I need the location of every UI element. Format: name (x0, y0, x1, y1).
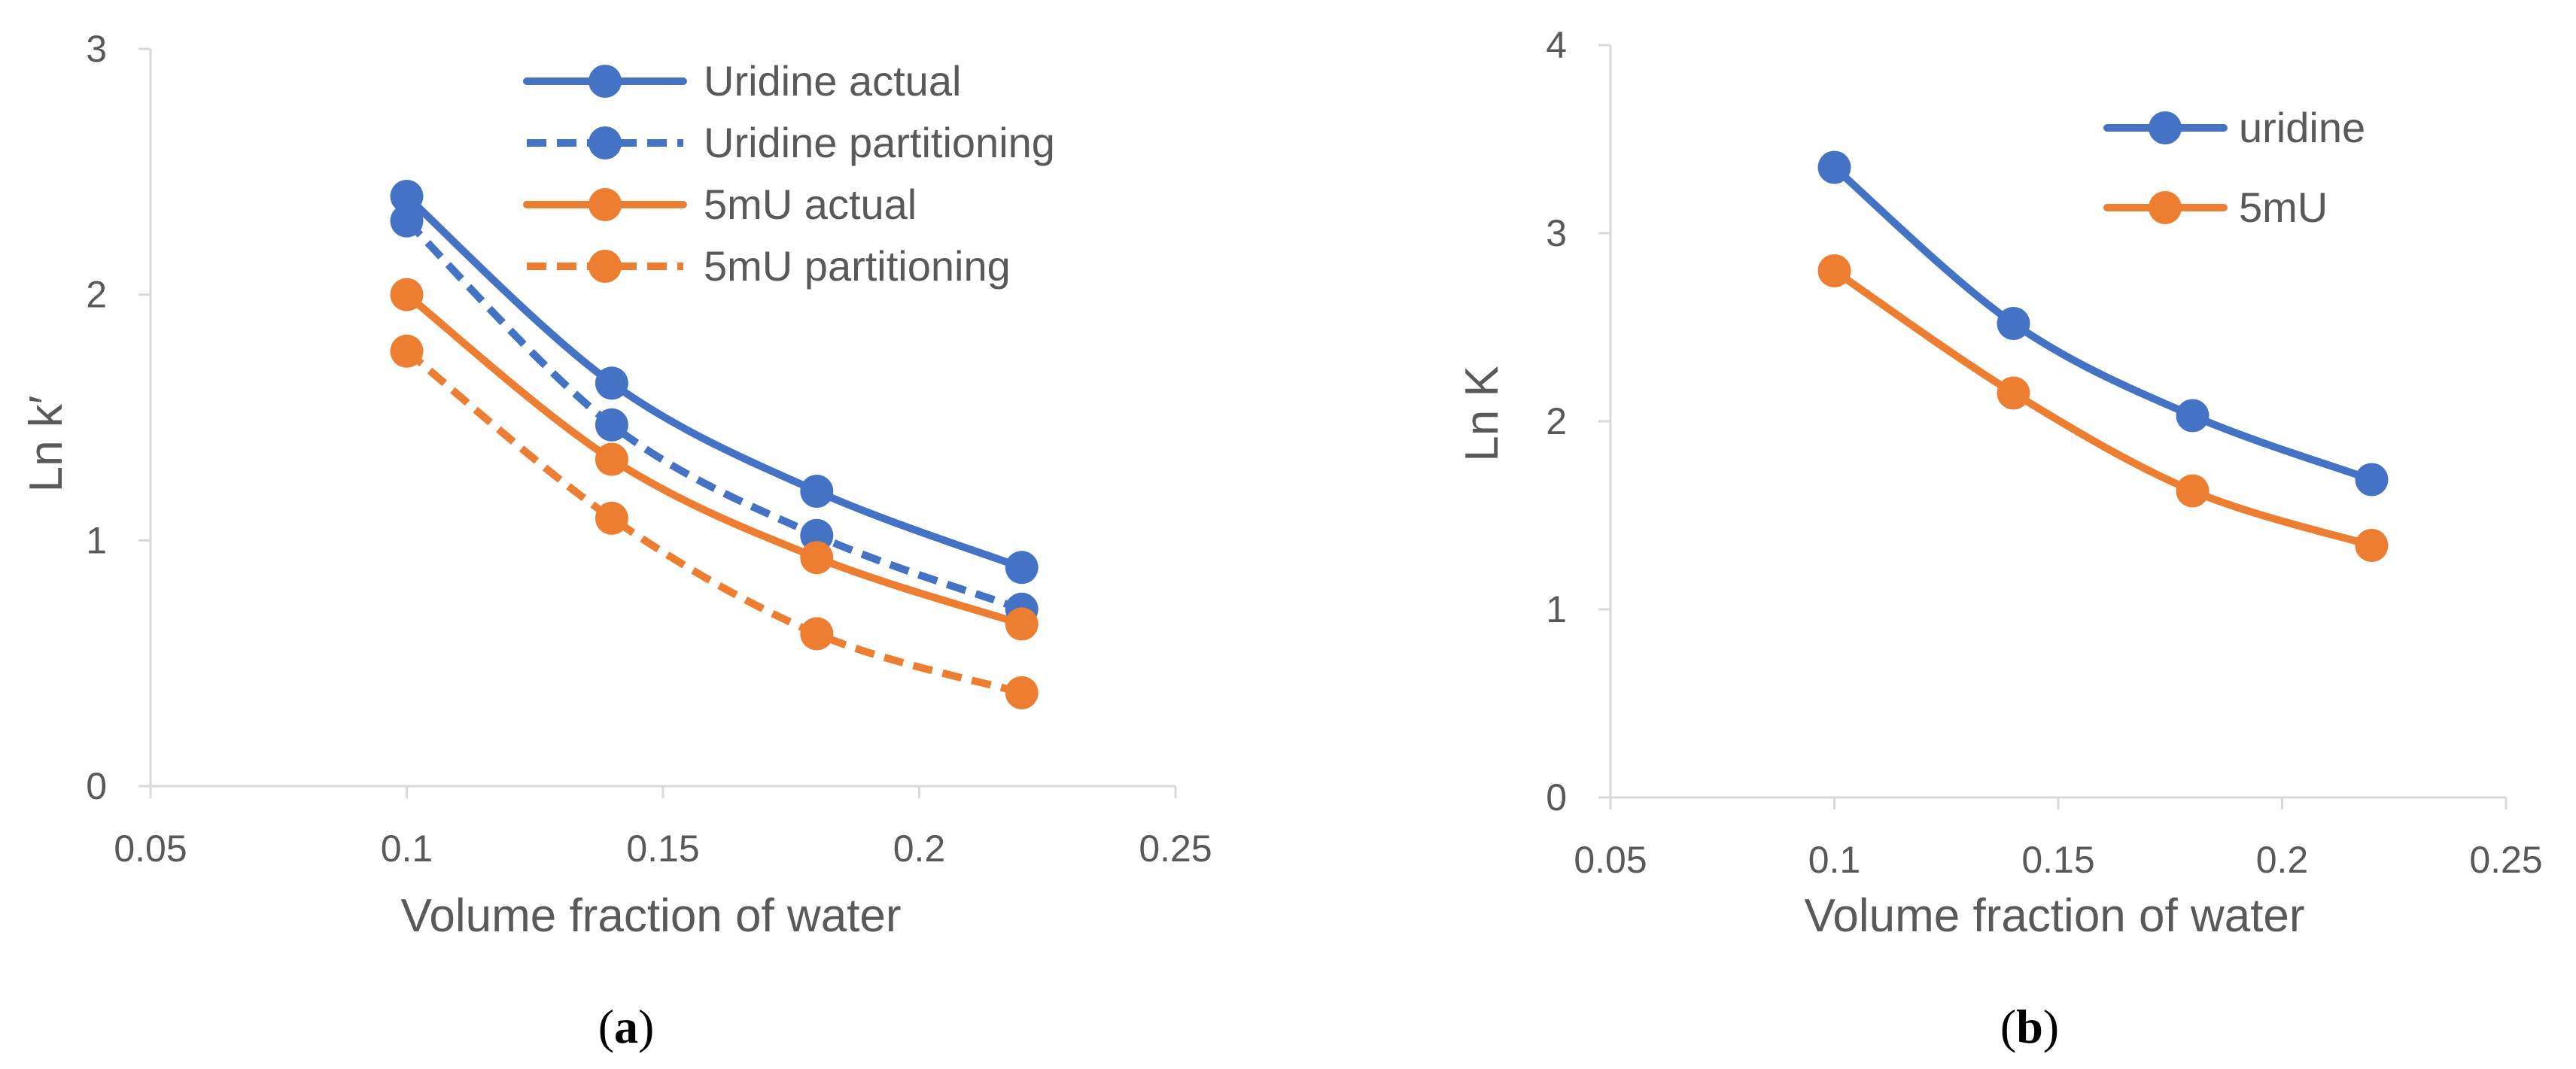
data-point-5mu-partitioning-a (390, 334, 424, 368)
series-line-5mu-actual-a (403, 290, 1026, 628)
y-tick-label-b: 4 (1546, 24, 1567, 66)
legend-b-label-5mu: 5mU (2239, 184, 2328, 231)
y-axis-title-b: Ln K (1456, 366, 1508, 462)
legend-a-label-uridine-partitioning: Uridine partitioning (704, 119, 1055, 166)
y-tick-label-a: 3 (86, 28, 107, 70)
panel-b-chart: 0 1 2 3 4 0.05 0.1 0.15 0.2 0.25 Volume fraction… (1456, 24, 2543, 1053)
x-tick-label-a: 0.2 (893, 828, 946, 870)
data-point-uridine-b (2355, 463, 2389, 497)
data-point-5mu-b (2176, 474, 2210, 508)
data-point-5mu-partitioning-a (800, 617, 834, 651)
legend-a-item-5mu-actual: 5mU actual (523, 181, 917, 228)
data-point-5mu-actual-a (800, 541, 834, 575)
legend-a-item-uridine-actual: Uridine actual (523, 57, 961, 105)
data-point-uridine-actual-a (390, 180, 424, 213)
y-tick-label-a: 2 (86, 274, 107, 316)
legend-a: Uridine actual Uridine partitioning 5mU … (523, 57, 1055, 290)
panel-label-b: (b) (2000, 1000, 2059, 1053)
y-tick-label-b: 1 (1546, 588, 1567, 630)
legend-b: uridine 5mU (2103, 104, 2365, 231)
data-point-uridine-actual-a (1005, 551, 1039, 585)
legend-a-label-5mu-actual: 5mU actual (704, 181, 917, 228)
y-tick-label-b: 0 (1546, 776, 1567, 818)
series-line-uridine-partitioning-a (403, 218, 1023, 613)
data-point-uridine-actual-a (800, 475, 834, 508)
data-point-5mu-b (1817, 254, 1851, 287)
series-line-uridine-b (1830, 163, 2376, 484)
data-point-uridine-partitioning-a (390, 204, 424, 238)
x-axis-title-a: Volume fraction of water (400, 890, 901, 942)
legend-a-label-5mu-partitioning: 5mU partitioning (704, 242, 1011, 290)
legend-a-item-uridine-partitioning: Uridine partitioning (527, 119, 1055, 166)
data-point-5mu-actual-a (595, 442, 628, 476)
x-tick-label-a: 0.05 (114, 828, 187, 870)
y-tick-label-b: 2 (1546, 400, 1567, 442)
x-axis-title-b: Volume fraction of water (1804, 890, 2304, 942)
x-tick-label-a: 0.1 (381, 828, 433, 870)
series-line-5mu-b (1830, 267, 2376, 549)
data-point-uridine-partitioning-a (595, 408, 628, 442)
data-point-uridine-b (1997, 307, 2030, 340)
legend-b-item-5mu: 5mU (2103, 184, 2328, 231)
data-point-5mu-partitioning-a (1005, 676, 1039, 709)
x-tick-label-b: 0.25 (2469, 839, 2542, 881)
data-point-uridine-actual-a (595, 366, 628, 400)
data-point-uridine-b (1817, 150, 1851, 184)
data-point-5mu-b (1997, 376, 2030, 410)
data-point-5mu-actual-a (390, 278, 424, 311)
x-tick-label-a: 0.15 (626, 828, 699, 870)
legend-a-item-5mu-partitioning: 5mU partitioning (527, 242, 1011, 290)
series-line-uridine-actual-a (403, 193, 1026, 572)
legend-b-label-uridine: uridine (2239, 104, 2365, 151)
series-line-5mu-partitioning-a (404, 348, 1023, 697)
data-point-5mu-actual-a (1005, 607, 1039, 641)
data-point-5mu-partitioning-a (595, 501, 628, 535)
data-point-uridine-b (2176, 399, 2210, 433)
x-tick-label-a: 0.25 (1139, 828, 1212, 870)
y-axis-title-a: Ln k′ (20, 396, 72, 493)
x-tick-label-b: 0.2 (2256, 839, 2309, 881)
panel-label-a: (a) (598, 1000, 655, 1053)
y-tick-label-a: 1 (86, 519, 107, 561)
y-tick-label-a: 0 (86, 765, 107, 807)
legend-b-item-uridine: uridine (2103, 104, 2365, 151)
x-tick-label-b: 0.1 (1808, 839, 1861, 881)
x-tick-label-b: 0.05 (1574, 839, 1647, 881)
x-tick-label-b: 0.15 (2021, 839, 2094, 881)
y-tick-label-b: 3 (1546, 212, 1567, 254)
legend-a-label-uridine-actual: Uridine actual (704, 57, 961, 105)
data-point-5mu-b (2355, 529, 2389, 562)
panel-a-chart: 0 1 2 3 0.05 0.1 0.15 0.2 0.25 Volume fraction … (20, 28, 1212, 1053)
